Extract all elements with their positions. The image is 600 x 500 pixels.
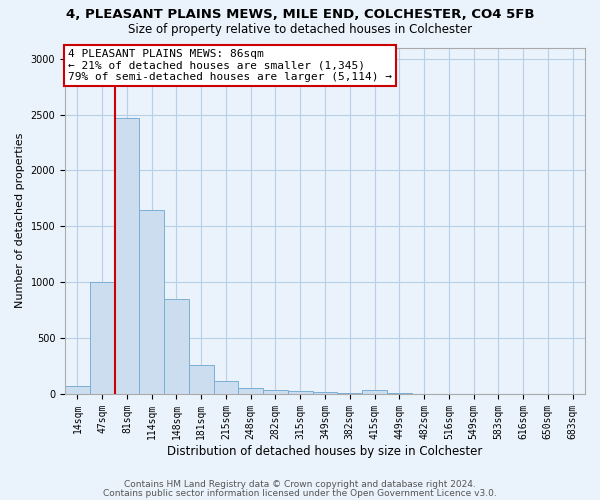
- Y-axis label: Number of detached properties: Number of detached properties: [15, 133, 25, 308]
- Text: Contains public sector information licensed under the Open Government Licence v3: Contains public sector information licen…: [103, 488, 497, 498]
- Bar: [214, 380, 238, 394]
- Bar: [65, 386, 90, 394]
- Bar: [139, 210, 164, 394]
- Bar: [337, 393, 362, 394]
- Bar: [288, 390, 313, 394]
- Bar: [115, 118, 139, 394]
- Text: 4 PLEASANT PLAINS MEWS: 86sqm
← 21% of detached houses are smaller (1,345)
79% o: 4 PLEASANT PLAINS MEWS: 86sqm ← 21% of d…: [68, 49, 392, 82]
- Text: 4, PLEASANT PLAINS MEWS, MILE END, COLCHESTER, CO4 5FB: 4, PLEASANT PLAINS MEWS, MILE END, COLCH…: [66, 8, 534, 20]
- Bar: [313, 392, 337, 394]
- Text: Contains HM Land Registry data © Crown copyright and database right 2024.: Contains HM Land Registry data © Crown c…: [124, 480, 476, 489]
- Bar: [263, 390, 288, 394]
- Bar: [90, 282, 115, 394]
- Bar: [189, 365, 214, 394]
- Bar: [164, 299, 189, 394]
- X-axis label: Distribution of detached houses by size in Colchester: Distribution of detached houses by size …: [167, 444, 483, 458]
- Bar: [238, 388, 263, 394]
- Text: Size of property relative to detached houses in Colchester: Size of property relative to detached ho…: [128, 22, 472, 36]
- Bar: [362, 390, 387, 394]
